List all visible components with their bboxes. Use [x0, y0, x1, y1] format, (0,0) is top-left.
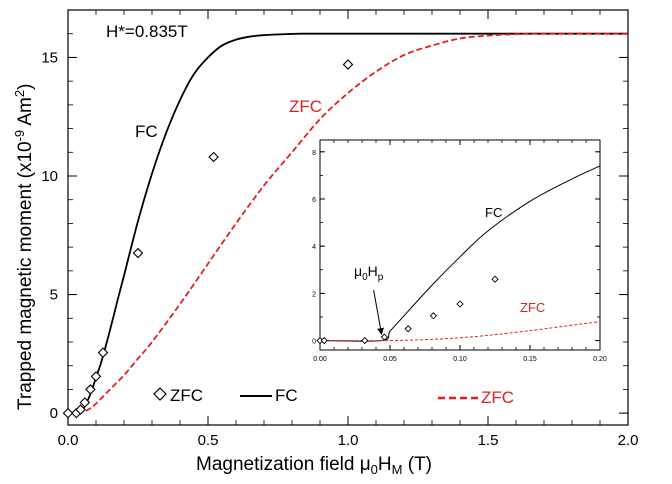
- inset-y-tick-label: 8: [312, 150, 316, 157]
- main-x-tick-label: 1.5: [478, 432, 499, 449]
- inset-y-tick-label: 0: [312, 339, 316, 346]
- main-data-point: [344, 60, 353, 69]
- main-y-tick-label: 5: [50, 287, 58, 304]
- main-y-tick-label: 0: [50, 405, 58, 422]
- inset-x-tick-label: 0.00: [313, 356, 327, 363]
- inset-x-tick-label: 0.10: [453, 356, 467, 363]
- legend-diamond-marker: [154, 388, 166, 400]
- legend-zfc-points-label: ZFC: [170, 386, 203, 405]
- inset-x-tick-label: 0.05: [383, 356, 397, 363]
- inset-zfc-label: ZFC: [520, 300, 545, 315]
- main-y-tick-label: 15: [41, 49, 58, 66]
- legend: ZFC FC ZFC: [154, 386, 514, 407]
- x-axis-title: Magnetization field μ0HM (T): [196, 454, 432, 477]
- inset-y-tick-label: 2: [312, 291, 316, 298]
- inset-x-tick-label: 0.20: [593, 356, 607, 363]
- inset-x-tick-label: 0.15: [523, 356, 537, 363]
- inset-fc-label: FC: [485, 205, 502, 220]
- main-x-tick-label: 0.5: [198, 432, 219, 449]
- main-x-tick-label: 2.0: [618, 432, 639, 449]
- zfc-curve-label: ZFC: [289, 97, 322, 116]
- y-axis-title: Trapped magnetic moment (x10-9 Am2): [12, 84, 36, 410]
- main-data-point: [92, 372, 101, 381]
- legend-fc-label: FC: [275, 386, 298, 405]
- legend-zfc-dashed-label: ZFC: [481, 388, 514, 407]
- main-y-tick-label: 10: [41, 168, 58, 185]
- main-x-tick-label: 1.0: [338, 432, 359, 449]
- hstar-annotation: H*=0.835T: [106, 22, 188, 41]
- inset-y-tick-label: 6: [312, 197, 316, 204]
- main-data-point: [134, 249, 143, 258]
- inset-frame: [320, 140, 600, 350]
- inset-y-tick-label: 4: [312, 244, 316, 251]
- fc-curve-label: FC: [135, 122, 158, 141]
- main-x-tick-label: 0.0: [58, 432, 79, 449]
- main-data-point: [209, 153, 218, 162]
- main-data-point: [99, 348, 108, 357]
